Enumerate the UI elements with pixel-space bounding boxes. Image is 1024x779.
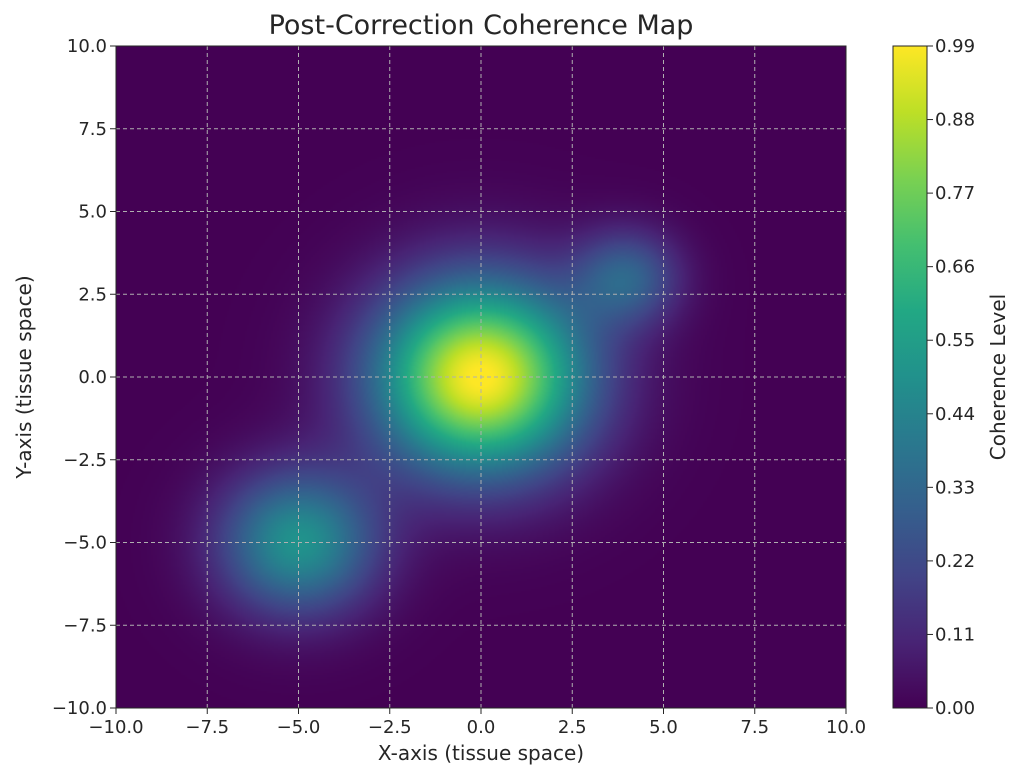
colorbar-tick-label: 0.11 <box>935 624 975 645</box>
colorbar-tick-label: 0.00 <box>935 698 975 719</box>
y-axis-label: Y-axis (tissue space) <box>12 275 36 479</box>
colorbar-tick-label: 0.88 <box>935 110 975 131</box>
x-tick-label: −2.5 <box>368 717 412 738</box>
colorbar-tick-label: 0.77 <box>935 183 975 204</box>
x-tick-label: −5.0 <box>277 717 321 738</box>
x-tick-label: 10.0 <box>826 717 866 738</box>
y-tick-label: −5.0 <box>63 533 107 554</box>
chart-title: Post-Correction Coherence Map <box>269 10 694 41</box>
colorbar-label: Coherence Level <box>986 294 1010 460</box>
y-tick-label: 2.5 <box>78 284 107 305</box>
colorbar: 0.00 0.11 0.22 0.33 0.44 0.55 0.66 0.77 0.88 0.99… <box>892 36 1010 719</box>
plot-area <box>115 45 847 709</box>
colorbar-tick-label: 0.22 <box>935 551 975 572</box>
x-tick-label: 0.0 <box>467 717 496 738</box>
colorbar-tick-label: 0.66 <box>935 257 975 278</box>
colorbar-ticks: 0.00 0.11 0.22 0.33 0.44 0.55 0.66 0.77 0.88 0.99 <box>927 36 975 719</box>
colorbar-gradient <box>892 45 928 709</box>
x-axis-label: X-axis (tissue space) <box>378 741 584 765</box>
colorbar-tick-label: 0.33 <box>935 477 975 498</box>
y-tick-label: −10.0 <box>52 698 107 719</box>
x-tick-label: −10.0 <box>88 717 143 738</box>
x-axis-ticks: −10.0 −7.5 −5.0 −2.5 0.0 2.5 5.0 7.5 10.0 <box>88 708 866 738</box>
grid-lines <box>116 46 846 708</box>
colorbar-tick-label: 0.44 <box>935 404 975 425</box>
x-tick-label: 7.5 <box>740 717 769 738</box>
y-tick-label: 5.0 <box>78 202 107 223</box>
x-tick-label: 2.5 <box>558 717 587 738</box>
y-tick-label: −2.5 <box>63 450 107 471</box>
y-tick-label: 0.0 <box>78 367 107 388</box>
y-axis-ticks: −10.0 −7.5 −5.0 −2.5 0.0 2.5 5.0 7.5 10.0 <box>52 36 116 719</box>
y-tick-label: 7.5 <box>78 119 107 140</box>
colorbar-tick-label: 0.55 <box>935 330 975 351</box>
y-tick-label: 10.0 <box>67 36 107 57</box>
colorbar-tick-label: 0.99 <box>935 36 975 57</box>
y-tick-label: −7.5 <box>63 615 107 636</box>
x-tick-label: −7.5 <box>185 717 229 738</box>
x-tick-label: 5.0 <box>649 717 678 738</box>
